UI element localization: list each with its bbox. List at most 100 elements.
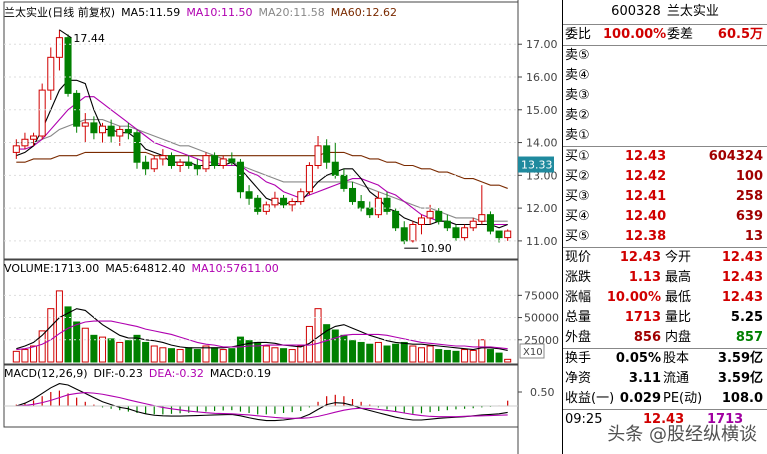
stat-label: 现价 xyxy=(565,250,592,265)
buy-price: 12.41 xyxy=(625,189,667,204)
price-tick-label: 13.00 xyxy=(526,169,558,182)
candle-body xyxy=(461,227,469,239)
volume-bar xyxy=(374,341,382,363)
candle-body xyxy=(409,224,417,242)
sell-row: 卖⑤ xyxy=(563,46,767,66)
volume-bar xyxy=(417,347,425,363)
candle-body xyxy=(219,158,227,166)
volume-tick-label: 50000 xyxy=(524,312,559,325)
fund-label: 换手 xyxy=(565,351,592,366)
sell-orders: 卖⑤ 卖④ 卖③ 卖② 卖① xyxy=(563,46,767,147)
price-tick-label: 15.00 xyxy=(526,104,558,117)
buy-orders: 买① 12.43 604324 买② 12.42 100 买③ 12.41 258 买④ 12.40… xyxy=(563,147,767,248)
stat-label: 最高 xyxy=(665,270,692,285)
dea-label: DEA:-0.32 xyxy=(148,367,204,380)
fund-value: 0.05% xyxy=(615,351,661,366)
fund-row: 净资 3.11 流通 3.59亿 xyxy=(563,369,767,389)
volume-bar xyxy=(392,343,400,363)
fund-row: 收益(一) 0.029 PE(动) 108.0 xyxy=(563,389,767,409)
volume-bar xyxy=(340,334,348,363)
stat-value: 856 xyxy=(633,330,661,345)
candle-body xyxy=(107,125,115,137)
fund-value: 3.59亿 xyxy=(717,351,763,366)
stat-value: 10.00% xyxy=(606,290,661,305)
fund-value: 3.11 xyxy=(628,371,661,386)
candle-body xyxy=(99,125,107,134)
volume-bar xyxy=(486,349,494,363)
volume-bar xyxy=(21,349,29,363)
candle-body xyxy=(305,165,313,193)
candle-body xyxy=(90,122,98,134)
volume-bar xyxy=(107,338,115,363)
wb-value: 100.00% xyxy=(603,27,667,42)
volume-bar xyxy=(409,345,417,363)
buy-row: 买④ 12.40 639 xyxy=(563,207,767,227)
quote-panel: 600328 兰太实业 委比 100.00% 委差 60.5万 卖⑤ 卖④ 卖③ 卖② 卖… xyxy=(562,0,767,454)
stock-title: 600328 兰太实业 xyxy=(563,0,767,25)
fund-value: 108.0 xyxy=(721,391,763,406)
volume-bar xyxy=(228,348,236,363)
buy-level-label: 买④ xyxy=(565,209,590,224)
kline-chart-svg[interactable]: 17.44 10.90 17.00 16.00 15.00 14.00 13.00 12.0… xyxy=(0,0,562,454)
stat-label: 内盘 xyxy=(665,330,692,345)
stock-code: 600328 xyxy=(611,4,661,19)
volume-bar xyxy=(331,329,339,363)
candle-body xyxy=(47,56,55,91)
macd-legend: MACD(12,26,9) DIF:-0.23 DEA:-0.32 MACD:0.19 xyxy=(4,367,277,380)
price-tick-label: 11.00 xyxy=(526,235,558,248)
buy-volume: 13 xyxy=(744,229,763,244)
stat-value: 857 xyxy=(735,330,763,345)
volume-bar xyxy=(185,347,193,363)
sell-row: 卖① xyxy=(563,126,767,146)
volume-bar xyxy=(211,347,219,363)
candle-body xyxy=(245,191,253,199)
volume-bar xyxy=(64,306,72,363)
volume-bar xyxy=(469,349,477,363)
fund-label: 流通 xyxy=(663,371,690,386)
volume-bar xyxy=(150,345,158,363)
volume-bar xyxy=(73,321,81,363)
candle-body xyxy=(443,220,451,229)
ma60-line xyxy=(16,151,508,189)
low-label: 10.90 xyxy=(420,242,452,255)
candle-body xyxy=(486,214,494,232)
wb-label: 委比 xyxy=(565,27,592,42)
volume-bar xyxy=(90,334,98,363)
volume-label: VOLUME:1713.00 xyxy=(4,262,100,275)
buy-level-label: 买② xyxy=(565,169,590,184)
chart-pane[interactable]: 17.44 10.90 17.00 16.00 15.00 14.00 13.00 12.0… xyxy=(0,0,562,454)
volume-bar xyxy=(55,290,63,363)
current-price-box xyxy=(518,156,554,173)
volume-bar xyxy=(426,345,434,363)
price-tick-label: 14.00 xyxy=(526,137,558,150)
quote-stats: 现价 12.43 今开 12.43 涨跌 1.13 最高 12.43 涨幅 10.00% 最低 12.… xyxy=(563,248,767,349)
volume-bar xyxy=(478,339,486,363)
sell-row: 卖④ xyxy=(563,66,767,86)
volume-bar xyxy=(124,340,132,363)
stat-row: 涨跌 1.13 最高 12.43 xyxy=(563,268,767,288)
candle-body xyxy=(435,210,443,222)
stat-row: 涨幅 10.00% 最低 12.43 xyxy=(563,288,767,308)
volume-bar xyxy=(202,345,210,363)
stat-row: 总量 1713 量比 5.25 xyxy=(563,308,767,328)
candle-body xyxy=(202,155,210,170)
buy-volume: 639 xyxy=(735,209,763,224)
price-axis: 17.00 16.00 15.00 14.00 13.00 12.00 11.00 13.33… xyxy=(3,0,559,454)
candle-body xyxy=(55,37,63,58)
volume-bar xyxy=(288,349,296,363)
candle-body xyxy=(504,230,512,239)
fund-label: PE(动) xyxy=(663,391,703,406)
candle-body xyxy=(323,145,331,163)
stat-label: 最低 xyxy=(665,290,692,305)
volume-bar xyxy=(193,349,201,363)
candle-body xyxy=(185,161,193,167)
buy-price: 12.38 xyxy=(625,229,667,244)
buy-row: 买③ 12.41 258 xyxy=(563,187,767,207)
candle-body xyxy=(38,89,46,137)
sell-level-label: 卖④ xyxy=(565,68,590,83)
tick-row: 09:25 12.43 1713 xyxy=(563,410,767,430)
volume-bar xyxy=(133,334,141,363)
volume-bar xyxy=(47,308,55,363)
fundamental-stats: 换手 0.05% 股本 3.59亿 净资 3.11 流通 3.59亿 收益(一) 0.029 PE(… xyxy=(563,349,767,410)
candle-body xyxy=(193,165,201,170)
